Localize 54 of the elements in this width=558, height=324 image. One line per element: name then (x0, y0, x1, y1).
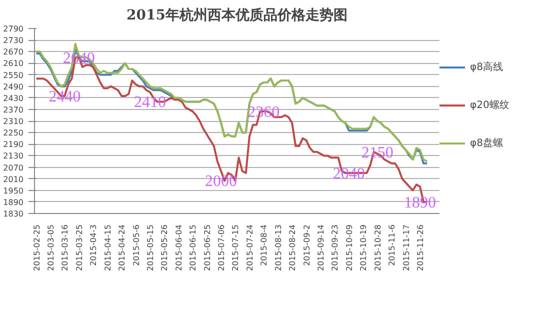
x-tick-label: 2015-04-3 (89, 224, 98, 266)
x-tick-label: 2015-08-4 (260, 224, 269, 266)
annotation: 1890 (404, 194, 436, 212)
y-tick-label: 2370 (3, 105, 24, 114)
x-tick-label: 2015-09-23 (330, 224, 340, 271)
chart-title: 2015年杭州西本优质品价格走势图 (126, 6, 348, 24)
x-tick-label: 2015-05-6 (132, 224, 141, 266)
x-tick-label: 2015-08-13 (274, 224, 283, 271)
y-tick-label: 1890 (3, 198, 24, 207)
legend-label: φ20螺纹 (470, 98, 510, 112)
y-tick-label: 2730 (3, 36, 24, 46)
y-tick-label: 1950 (3, 186, 24, 196)
x-tick-label: 2015-09-14 (316, 224, 326, 271)
x-tick-label: 2015-11-17 (402, 224, 411, 271)
x-tick-label: 2015-04-15 (103, 224, 112, 271)
x-tick-label: 2015-03-05 (46, 224, 56, 271)
x-tick-label: 2015-11-26 (416, 224, 425, 271)
x-tick-label: 2015-06-04 (174, 224, 184, 271)
y-tick-label: 2670 (3, 48, 24, 57)
x-tick-label: 2015-02-25 (32, 224, 42, 271)
y-tick-label: 2490 (3, 82, 24, 92)
y-tick-label: 2070 (3, 163, 24, 172)
x-tick-label: 2015-06-15 (188, 224, 198, 271)
x-tick-label: 2015-08-24 (288, 224, 298, 271)
y-tick-label: 2790 (3, 24, 24, 34)
x-tick-label: 2015-06-25 (202, 224, 212, 271)
y-tick-label: 2250 (3, 128, 24, 138)
y-tick-label: 2430 (3, 94, 24, 103)
x-tick-label: 2015-05-15 (146, 224, 155, 271)
y-tick-label: 2310 (3, 117, 24, 126)
y-tick-label: 1830 (3, 210, 24, 218)
legend-label: φ8高线 (470, 60, 503, 74)
x-tick-label: 2015-03-16 (60, 224, 70, 271)
x-tick-label: 2015-04-24 (118, 224, 127, 271)
x-tick-label: 2015-10-19 (359, 224, 368, 271)
annotation: 2440 (48, 88, 81, 106)
x-tick-label: 2015-11-6 (388, 224, 397, 266)
annotation: 2000 (205, 173, 238, 190)
x-tick-label: 2015-07-15 (231, 224, 240, 271)
x-tick-label: 2015-05-26 (160, 224, 170, 271)
x-tick-label: 2015-07-06 (217, 224, 226, 271)
x-tick-label: 2015-07-24 (245, 224, 254, 271)
x-tick-label: 2015-03-25 (74, 224, 84, 271)
x-tick-label: 2015-10-09 (344, 224, 354, 271)
x-tick-label: 2015-09-2 (302, 224, 312, 266)
y-tick-label: 2550 (3, 70, 24, 80)
legend-label: φ8盘螺 (470, 136, 503, 150)
y-tick-label: 2610 (3, 59, 24, 68)
y-tick-label: 2010 (3, 174, 24, 184)
x-tick-label: 2015-10-28 (373, 224, 382, 271)
annotation: 2150 (361, 144, 394, 162)
annotation: 2410 (134, 94, 166, 112)
y-tick-label: 2130 (3, 152, 24, 161)
y-tick-label: 2190 (3, 140, 24, 150)
